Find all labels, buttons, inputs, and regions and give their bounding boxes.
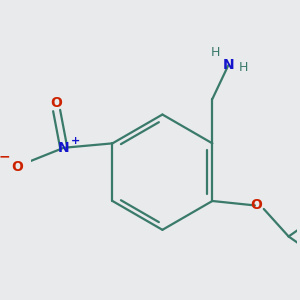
Text: H: H (239, 61, 248, 74)
Text: +: + (70, 136, 80, 146)
Text: N: N (58, 141, 70, 155)
Text: O: O (251, 198, 262, 212)
Text: H: H (211, 46, 220, 59)
Text: −: − (0, 150, 10, 164)
Text: N: N (223, 58, 234, 72)
Text: O: O (51, 96, 63, 110)
Text: O: O (12, 160, 23, 174)
